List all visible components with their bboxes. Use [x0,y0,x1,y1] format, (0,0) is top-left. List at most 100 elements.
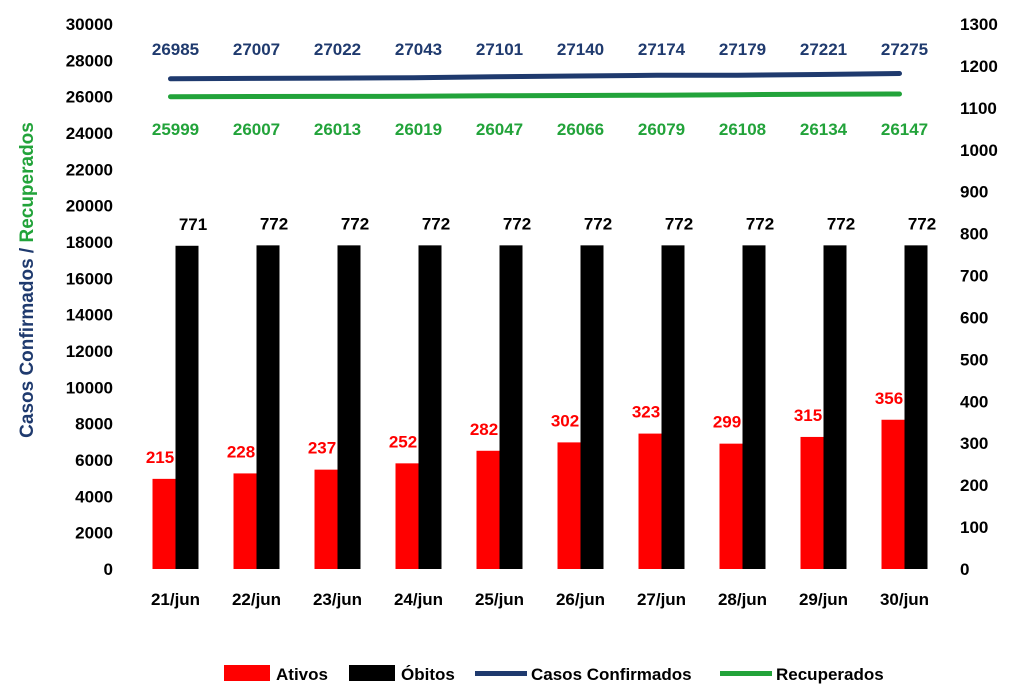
data-label-recuperados: 26066 [557,120,604,139]
lines-layer [168,71,902,100]
right-axis-tick: 600 [960,308,988,327]
bar-obitos [175,245,199,569]
bar-ativos [557,442,581,569]
left-axis-tick: 28000 [66,51,113,70]
bar-ativos [800,436,824,569]
left-axis-tick: 6000 [75,451,113,470]
left-axis-tick: 18000 [66,233,113,252]
legend-label: Casos Confirmados [531,665,692,684]
data-label-confirmados: 27022 [314,40,361,59]
right-axis-tick: 700 [960,267,988,286]
data-label-ativos: 356 [875,389,903,408]
data-label-ativos: 252 [389,432,417,451]
category-label: 26/jun [556,590,605,609]
data-label-recuperados: 26079 [638,120,685,139]
left-axis-tick: 8000 [75,415,113,434]
data-label-ativos: 228 [227,442,255,461]
legend-swatch-casos-confirmados [475,671,527,676]
left-axis-tick: 24000 [66,124,113,143]
left-axis-tick: 14000 [66,306,113,325]
data-label-confirmados: 27179 [719,40,766,59]
left-axis-tick: 10000 [66,378,113,397]
left-axis-tick: 16000 [66,269,113,288]
right-axis-tick: 500 [960,350,988,369]
data-label-confirmados: 27101 [476,40,523,59]
legend-swatch-obitos [349,665,395,681]
category-label: 28/jun [718,590,767,609]
data-label-obitos: 772 [746,214,774,233]
data-label-ativos: 237 [308,439,336,458]
left-axis-tick: 30000 [66,15,113,34]
data-label-recuperados: 26013 [314,120,361,139]
category-label: 23/jun [313,590,362,609]
left-axis-label-separator: / [17,243,38,259]
data-label-recuperados: 26147 [881,120,928,139]
data-label-obitos: 772 [260,214,288,233]
data-label-ativos: 282 [470,420,498,439]
data-label-obitos: 772 [422,214,450,233]
left-axis-tick: 12000 [66,342,113,361]
data-label-obitos: 772 [827,214,855,233]
left-axis-label: Casos Confirmados / Recuperados [17,122,38,438]
left-axis-tick: 2000 [75,524,113,543]
data-label-recuperados: 26047 [476,120,523,139]
bar-obitos [256,245,280,569]
bar-ativos [719,443,743,569]
category-label: 22/jun [232,590,281,609]
category-labels: 21/jun 22/jun 23/jun 24/jun 25/jun 26/jun 27/j… [151,590,929,609]
right-axis-tick: 100 [960,518,988,537]
right-axis-tick: 200 [960,476,988,495]
legend-label: Ativos [276,665,328,684]
bar-ativos [476,450,500,569]
data-label-confirmados: 26985 [152,40,199,59]
left-axis-ticks: 0 2000 4000 6000 8000 10000 12000 14000 16000 180… [66,15,113,579]
data-label-obitos: 772 [341,214,369,233]
data-label-ativos: 323 [632,403,660,422]
data-label-confirmados: 27140 [557,40,604,59]
left-axis-label-part1: Casos Confirmados [17,258,38,437]
data-label-recuperados: 26007 [233,120,280,139]
right-axis-tick: 900 [960,183,988,202]
bar-obitos [418,245,442,569]
legend-label: Recuperados [776,665,884,684]
data-label-confirmados: 27174 [638,40,686,59]
bar-obitos [742,245,766,569]
data-label-recuperados: 26019 [395,120,442,139]
category-label: 21/jun [151,590,200,609]
bar-obitos [337,245,361,569]
data-label-recuperados: 25999 [152,120,199,139]
right-axis-tick: 300 [960,434,988,453]
legend: Ativos Óbitos Casos Confirmados Recuperados [224,665,884,684]
data-label-ativos: 315 [794,406,822,425]
bar-obitos [904,245,928,569]
bar-ativos [395,463,419,569]
bar-ativos [881,419,905,569]
data-label-ativos: 302 [551,411,579,430]
bars-layer [152,245,928,569]
right-axis-tick: 400 [960,392,988,411]
bar-ativos [638,433,662,569]
data-label-confirmados: 27043 [395,40,442,59]
legend-swatch-ativos [224,665,270,681]
data-label-obitos: 772 [584,214,612,233]
data-label-recuperados: 26108 [719,120,766,139]
left-axis-tick: 20000 [66,197,113,216]
right-axis-tick: 800 [960,225,988,244]
data-label-obitos: 772 [665,214,693,233]
data-label-confirmados: 27007 [233,40,280,59]
bar-ativos [314,469,338,569]
left-axis-tick: 0 [104,560,113,579]
category-label: 29/jun [799,590,848,609]
data-label-confirmados: 27275 [881,40,928,59]
data-label-obitos: 771 [179,215,207,234]
left-axis-tick: 4000 [75,487,113,506]
category-label: 27/jun [637,590,686,609]
right-axis-ticks: 0 100 200 300 400 500 600 700 800 900 1000 1100 1200… [960,15,998,579]
left-axis-label-part2: Recuperados [17,122,38,242]
left-axis-tick: 22000 [66,160,113,179]
bar-obitos [499,245,523,569]
data-label-confirmados: 27221 [800,40,847,59]
legend-label: Óbitos [401,665,455,684]
data-label-ativos: 215 [146,448,174,467]
